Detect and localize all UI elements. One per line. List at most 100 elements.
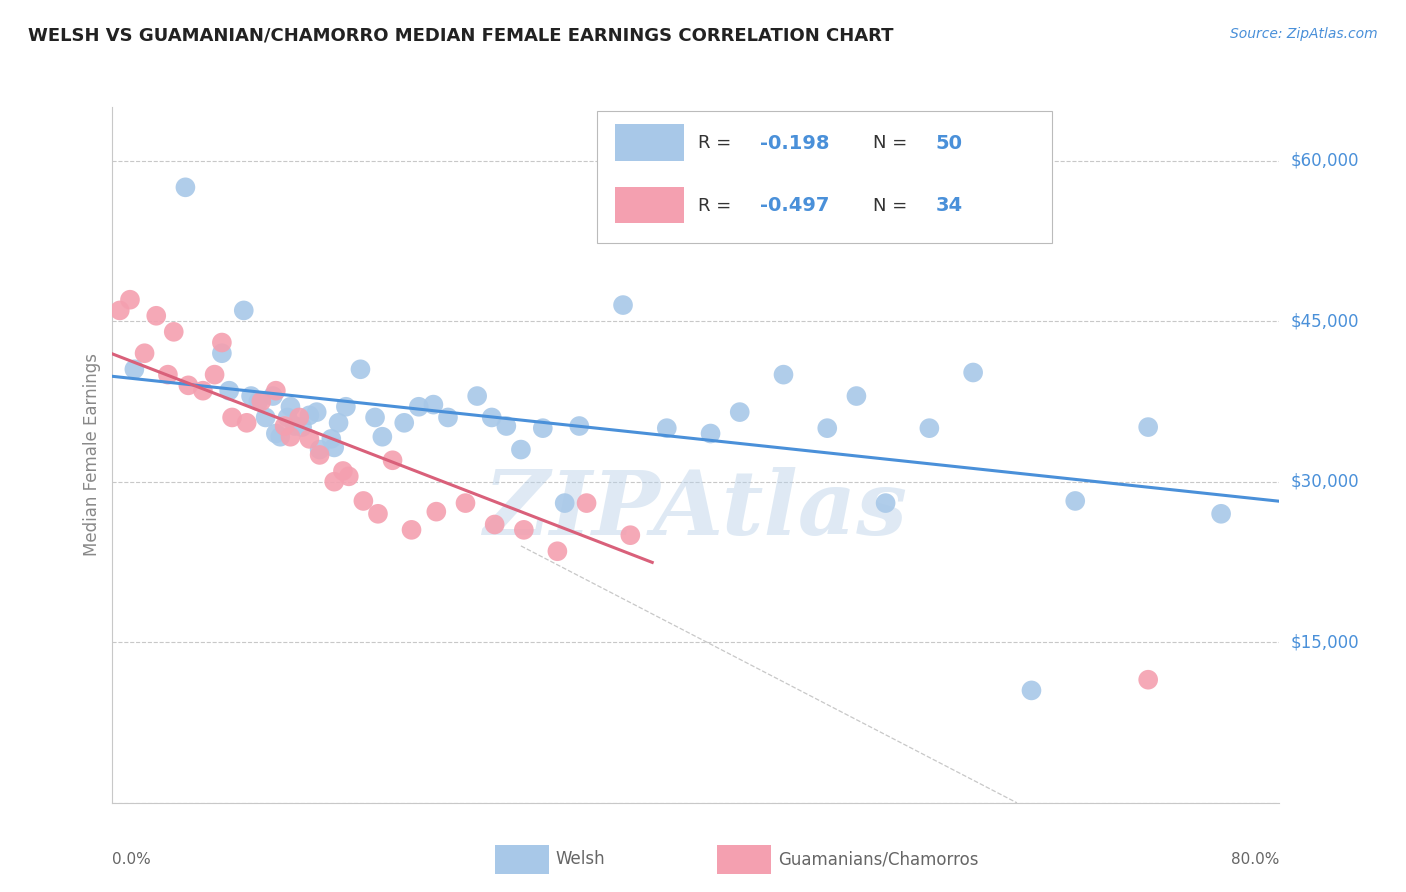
Point bbox=[619, 528, 641, 542]
Point bbox=[495, 419, 517, 434]
Point bbox=[1209, 507, 1232, 521]
Point bbox=[328, 416, 350, 430]
Point bbox=[273, 419, 295, 434]
Point bbox=[484, 517, 506, 532]
Point bbox=[392, 416, 416, 430]
Point bbox=[221, 410, 243, 425]
Point bbox=[191, 384, 214, 398]
Point bbox=[352, 494, 374, 508]
Point bbox=[240, 389, 263, 403]
Point bbox=[264, 384, 287, 398]
Text: 34: 34 bbox=[935, 196, 962, 215]
Point bbox=[204, 368, 226, 382]
Point bbox=[276, 410, 298, 425]
Point bbox=[371, 430, 394, 444]
Text: N =: N = bbox=[873, 197, 914, 215]
Point bbox=[108, 303, 131, 318]
Text: Guamanians/Chamorros: Guamanians/Chamorros bbox=[778, 850, 979, 868]
Point bbox=[254, 410, 277, 425]
Point bbox=[264, 426, 287, 441]
Point bbox=[918, 421, 941, 435]
Y-axis label: Median Female Earnings: Median Female Earnings bbox=[83, 353, 101, 557]
Point bbox=[875, 496, 897, 510]
Point bbox=[437, 410, 460, 425]
Point bbox=[699, 426, 721, 441]
Point bbox=[1021, 683, 1043, 698]
Text: R =: R = bbox=[699, 197, 737, 215]
Point bbox=[284, 419, 307, 434]
Point bbox=[728, 405, 751, 419]
Point bbox=[772, 368, 794, 382]
Point bbox=[349, 362, 371, 376]
Point bbox=[308, 442, 330, 457]
Text: 80.0%: 80.0% bbox=[1232, 852, 1279, 866]
Text: -0.198: -0.198 bbox=[761, 134, 830, 153]
Text: R =: R = bbox=[699, 134, 737, 153]
Text: WELSH VS GUAMANIAN/CHAMORRO MEDIAN FEMALE EARNINGS CORRELATION CHART: WELSH VS GUAMANIAN/CHAMORRO MEDIAN FEMAL… bbox=[28, 27, 894, 45]
Point bbox=[546, 544, 568, 558]
Point bbox=[177, 378, 200, 392]
Point bbox=[262, 389, 284, 403]
Point bbox=[308, 448, 330, 462]
Point bbox=[235, 416, 257, 430]
Point bbox=[1137, 420, 1160, 434]
Point bbox=[531, 421, 554, 435]
FancyBboxPatch shape bbox=[717, 845, 770, 874]
Text: $45,000: $45,000 bbox=[1291, 312, 1360, 330]
Point bbox=[509, 442, 531, 457]
Text: Source: ZipAtlas.com: Source: ZipAtlas.com bbox=[1230, 27, 1378, 41]
Point bbox=[655, 421, 678, 435]
Text: $60,000: $60,000 bbox=[1291, 152, 1360, 169]
Point bbox=[568, 419, 591, 434]
Point bbox=[298, 432, 321, 446]
Point bbox=[367, 507, 389, 521]
Text: ZIPAtlas: ZIPAtlas bbox=[485, 467, 907, 554]
Point bbox=[211, 335, 233, 350]
Point bbox=[232, 303, 254, 318]
Point bbox=[612, 298, 634, 312]
Point bbox=[288, 410, 311, 425]
Point bbox=[335, 400, 357, 414]
Point bbox=[269, 430, 291, 444]
Point bbox=[134, 346, 156, 360]
Point bbox=[845, 389, 868, 403]
Point bbox=[364, 410, 387, 425]
Text: Welsh: Welsh bbox=[555, 850, 606, 868]
Text: $30,000: $30,000 bbox=[1291, 473, 1360, 491]
Text: 0.0%: 0.0% bbox=[112, 852, 152, 866]
Point bbox=[332, 464, 354, 478]
FancyBboxPatch shape bbox=[596, 111, 1052, 243]
Point bbox=[454, 496, 477, 510]
Point bbox=[1064, 494, 1087, 508]
Point bbox=[124, 362, 146, 376]
FancyBboxPatch shape bbox=[616, 124, 685, 161]
Text: -0.497: -0.497 bbox=[761, 196, 830, 215]
Point bbox=[1137, 673, 1160, 687]
Point bbox=[513, 523, 536, 537]
Point bbox=[575, 496, 598, 510]
Point bbox=[422, 398, 444, 412]
Point bbox=[305, 405, 328, 419]
Text: N =: N = bbox=[873, 134, 914, 153]
Point bbox=[163, 325, 186, 339]
Text: $15,000: $15,000 bbox=[1291, 633, 1360, 651]
Point bbox=[291, 420, 314, 434]
Point bbox=[337, 469, 360, 483]
Point bbox=[321, 432, 343, 446]
Point bbox=[408, 400, 430, 414]
Point bbox=[280, 430, 302, 444]
Point bbox=[218, 384, 240, 398]
Point bbox=[465, 389, 488, 403]
FancyBboxPatch shape bbox=[495, 845, 548, 874]
Point bbox=[280, 400, 302, 414]
Point bbox=[174, 180, 197, 194]
FancyBboxPatch shape bbox=[616, 187, 685, 223]
Point bbox=[481, 410, 503, 425]
Point bbox=[401, 523, 423, 537]
Point bbox=[323, 441, 346, 455]
Point bbox=[211, 346, 233, 360]
Point bbox=[381, 453, 404, 467]
Point bbox=[323, 475, 346, 489]
Point bbox=[247, 394, 270, 409]
Point bbox=[962, 366, 984, 380]
